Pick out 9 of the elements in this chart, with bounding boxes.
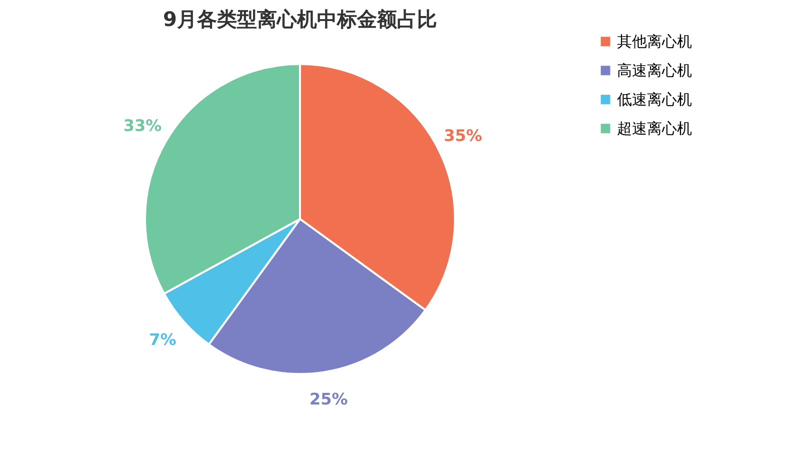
- legend-label: 高速离心机: [617, 62, 692, 80]
- data-label: 35%: [444, 126, 482, 145]
- chart-title: 9月各类型离心机中标金额占比: [163, 7, 437, 31]
- legend-label: 低速离心机: [617, 90, 692, 108]
- data-label: 7%: [149, 330, 176, 350]
- data-label: 25%: [309, 390, 348, 409]
- legend-label: 超速离心机: [617, 120, 692, 138]
- data-label: 33%: [123, 116, 162, 135]
- legend-label: 其他离心机: [617, 32, 692, 50]
